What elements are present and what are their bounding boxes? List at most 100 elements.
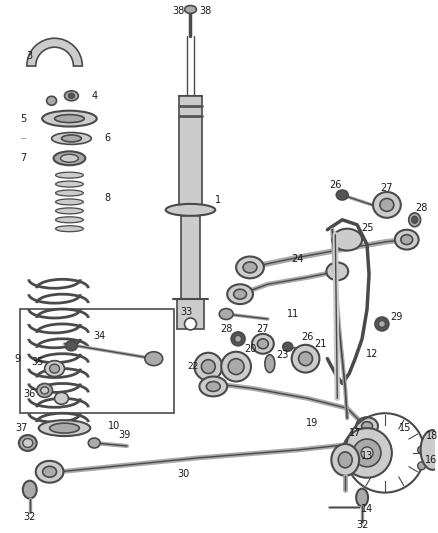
Ellipse shape xyxy=(56,226,83,232)
Ellipse shape xyxy=(19,435,37,451)
Ellipse shape xyxy=(338,452,352,468)
Text: 13: 13 xyxy=(361,451,373,461)
Ellipse shape xyxy=(412,216,418,223)
Text: 27: 27 xyxy=(381,183,393,193)
Text: 12: 12 xyxy=(366,349,378,359)
Ellipse shape xyxy=(227,284,253,304)
Ellipse shape xyxy=(68,93,74,98)
Ellipse shape xyxy=(283,342,293,351)
Ellipse shape xyxy=(265,355,275,373)
Ellipse shape xyxy=(64,91,78,101)
Text: 32: 32 xyxy=(356,520,368,530)
Ellipse shape xyxy=(23,439,33,448)
Polygon shape xyxy=(179,96,202,210)
Ellipse shape xyxy=(243,262,257,273)
Text: 24: 24 xyxy=(291,254,304,264)
Text: 15: 15 xyxy=(399,423,411,433)
Ellipse shape xyxy=(56,199,83,205)
Ellipse shape xyxy=(23,481,37,498)
Text: 19: 19 xyxy=(306,418,318,428)
Ellipse shape xyxy=(380,198,394,212)
Ellipse shape xyxy=(55,392,68,405)
Text: 6: 6 xyxy=(104,133,110,143)
Ellipse shape xyxy=(233,289,247,299)
Polygon shape xyxy=(180,216,201,299)
Ellipse shape xyxy=(41,387,49,394)
Ellipse shape xyxy=(46,96,57,105)
Text: 4: 4 xyxy=(91,91,97,101)
Text: 3: 3 xyxy=(27,51,33,61)
Ellipse shape xyxy=(342,428,392,478)
Text: 33: 33 xyxy=(180,307,193,317)
Text: 39: 39 xyxy=(118,430,130,440)
Ellipse shape xyxy=(361,447,373,459)
Ellipse shape xyxy=(418,446,426,454)
Text: 29: 29 xyxy=(391,312,403,322)
Text: 28: 28 xyxy=(415,203,428,213)
Ellipse shape xyxy=(252,334,274,354)
Ellipse shape xyxy=(56,181,83,187)
Ellipse shape xyxy=(375,317,389,331)
Polygon shape xyxy=(173,299,208,329)
Text: 16: 16 xyxy=(425,455,438,465)
Ellipse shape xyxy=(228,359,244,375)
Text: 9: 9 xyxy=(15,354,21,364)
Ellipse shape xyxy=(258,339,268,349)
Ellipse shape xyxy=(56,217,83,223)
Text: 26: 26 xyxy=(301,332,314,342)
Ellipse shape xyxy=(401,235,413,245)
Ellipse shape xyxy=(166,204,215,216)
Text: 14: 14 xyxy=(361,504,373,514)
Ellipse shape xyxy=(65,341,78,351)
Ellipse shape xyxy=(206,382,220,391)
Ellipse shape xyxy=(331,444,359,476)
Text: 35: 35 xyxy=(32,357,44,367)
Ellipse shape xyxy=(56,208,83,214)
Bar xyxy=(20,309,173,413)
Ellipse shape xyxy=(55,115,85,123)
Ellipse shape xyxy=(231,332,245,346)
Ellipse shape xyxy=(201,360,215,374)
Text: 36: 36 xyxy=(24,390,36,399)
Ellipse shape xyxy=(145,352,162,366)
Ellipse shape xyxy=(219,309,233,319)
Ellipse shape xyxy=(420,430,438,470)
Text: 20: 20 xyxy=(244,344,256,354)
Text: 38: 38 xyxy=(199,6,212,17)
Ellipse shape xyxy=(395,230,419,249)
Ellipse shape xyxy=(332,229,362,251)
Ellipse shape xyxy=(39,420,90,436)
Ellipse shape xyxy=(49,423,79,433)
Text: 18: 18 xyxy=(427,431,438,441)
Text: 34: 34 xyxy=(93,331,105,341)
Ellipse shape xyxy=(373,192,401,218)
Text: 11: 11 xyxy=(286,309,299,319)
Ellipse shape xyxy=(184,318,196,330)
Ellipse shape xyxy=(56,190,83,196)
Ellipse shape xyxy=(61,135,81,142)
Ellipse shape xyxy=(356,417,378,435)
Ellipse shape xyxy=(42,111,97,126)
Text: 27: 27 xyxy=(257,324,269,334)
Text: 32: 32 xyxy=(24,512,36,522)
Text: 25: 25 xyxy=(361,223,373,233)
Ellipse shape xyxy=(356,489,368,506)
Text: 10: 10 xyxy=(108,421,120,431)
Text: 5: 5 xyxy=(21,114,27,124)
Ellipse shape xyxy=(236,256,264,278)
Ellipse shape xyxy=(53,151,85,165)
Ellipse shape xyxy=(45,361,64,376)
Ellipse shape xyxy=(194,353,222,381)
Text: 30: 30 xyxy=(177,469,190,479)
Text: 8: 8 xyxy=(104,193,110,203)
Text: 26: 26 xyxy=(329,180,342,190)
Ellipse shape xyxy=(235,335,242,342)
Text: 1: 1 xyxy=(215,195,221,205)
Wedge shape xyxy=(27,38,82,66)
Text: 38: 38 xyxy=(173,6,185,17)
Ellipse shape xyxy=(418,462,426,470)
Ellipse shape xyxy=(326,262,348,280)
Text: —: — xyxy=(21,136,27,141)
Text: 37: 37 xyxy=(16,423,28,433)
Ellipse shape xyxy=(409,213,420,227)
